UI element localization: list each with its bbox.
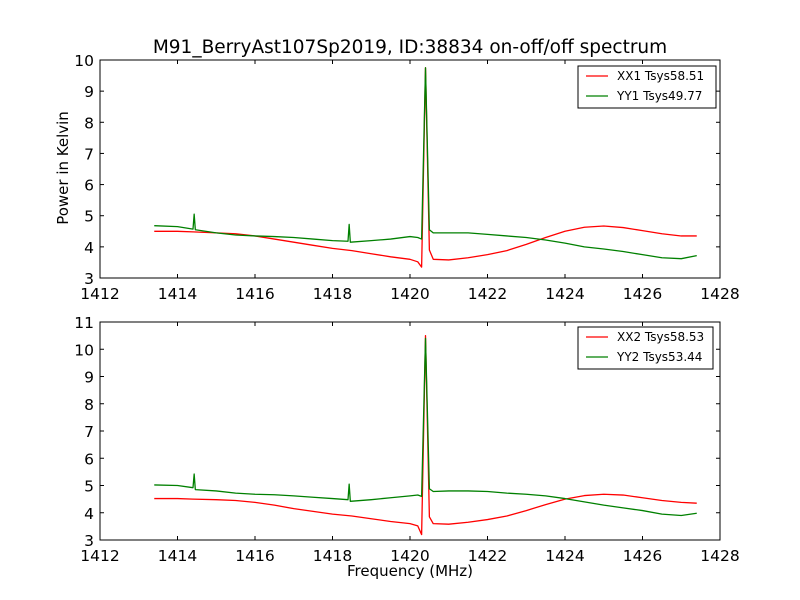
legend-entry-label: XX1 Tsys58.51 [617,69,704,83]
y-tick-label: 9 [84,83,94,101]
y-tick-label: 7 [84,423,94,441]
legend-box [577,65,717,109]
y-tick-label: 6 [84,450,94,468]
x-tick-label: 1412 [80,547,119,565]
x-tick-label: 1416 [235,547,274,565]
legend-box [577,326,714,370]
x-tick-label: 1426 [623,547,662,565]
chart-title: M91_BerryAst107Sp2019, ID:38834 on-off/o… [153,37,667,58]
x-tick-label: 1428 [700,547,739,565]
x-tick-label: 1420 [390,285,429,303]
y-tick-label: 7 [84,145,94,163]
y-axis-label: Power in Kelvin [54,111,72,225]
y-tick-label: 4 [84,505,94,523]
y-tick-label: 9 [84,369,94,387]
series-line-yy2 [154,337,697,517]
top-spectrum-panel: 1412 1414 1416 1418 1420 1422 1424 1426 1428 3 4 5 6… [74,52,739,303]
x-tick-label: 1422 [468,285,507,303]
x-axis-label: Frequency (MHz) [347,562,473,580]
x-tick-label: 1412 [80,285,119,303]
y-tick-label: 3 [84,532,94,550]
legend-entry-label: YY1 Tsys49.77 [616,89,702,103]
x-tick-label: 1414 [158,547,197,565]
y-tick-label: 4 [84,239,94,257]
x-tick-label: 1414 [158,285,197,303]
y-tick-label: 5 [84,478,94,496]
x-tick-label: 1428 [700,285,739,303]
x-tick-label: 1418 [313,547,352,565]
legend-entry-label: YY2 Tsys53.44 [616,350,702,364]
x-tick-label: 1420 [390,547,429,565]
x-tick-label: 1418 [313,285,352,303]
series-line-yy1 [154,67,697,260]
y-tick-label: 3 [84,270,94,288]
x-tick-label: 1424 [545,547,584,565]
y-tick-label: 8 [84,114,94,132]
y-tick-label: 6 [84,177,94,195]
x-tick-label: 1424 [545,285,584,303]
bottom-spectrum-panel: 1412 1414 1416 1418 1420 1422 1424 1426 1428 3 4 5 6… [74,314,739,565]
y-tick-label: 5 [84,208,94,226]
legend-entry-label: XX2 Tsys58.53 [617,330,704,344]
y-tick-label: 8 [84,396,94,414]
y-tick-label: 11 [74,314,94,332]
x-tick-label: 1422 [468,547,507,565]
x-tick-label: 1416 [235,285,274,303]
x-tick-label: 1426 [623,285,662,303]
y-tick-label: 10 [74,341,94,359]
y-tick-label: 10 [74,52,94,70]
series-line-xx2 [154,334,697,536]
